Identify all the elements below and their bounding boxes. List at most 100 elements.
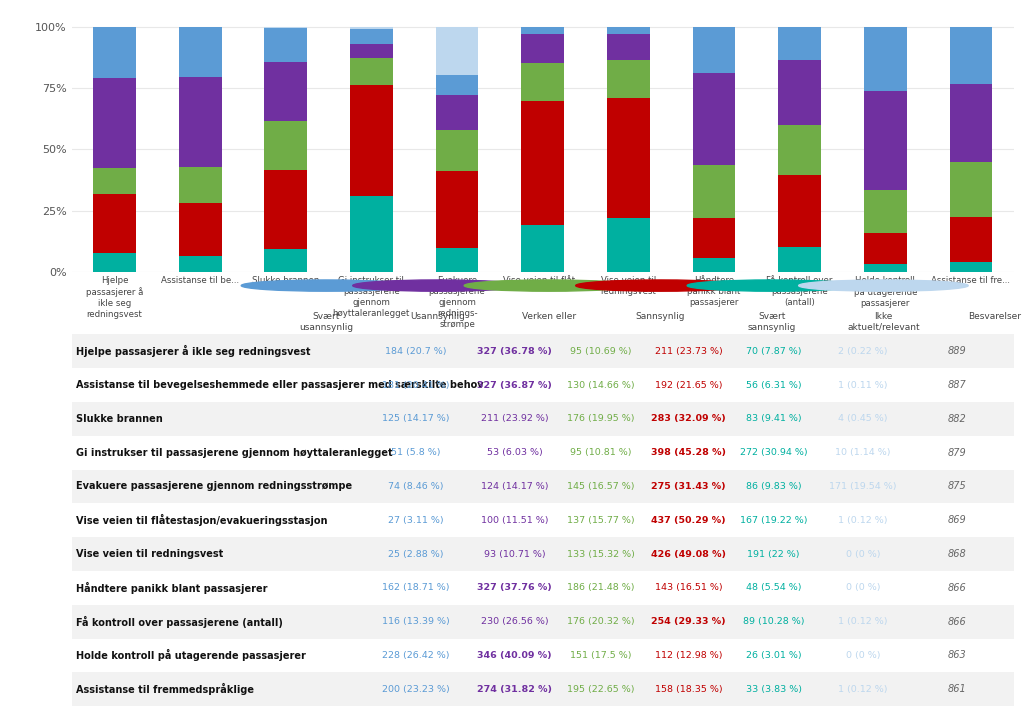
Text: 1 (0.12 %): 1 (0.12 %) [839,685,888,694]
Text: 56 (6.31 %): 56 (6.31 %) [745,381,802,390]
Text: Evakuere passasjerene gjennom redningsstrømpe: Evakuere passasjerene gjennom redningsst… [77,481,352,492]
Bar [521,101,564,224]
Text: 346 (40.09 %): 346 (40.09 %) [477,651,552,660]
Bar [521,224,564,272]
Text: 74 (8.46 %): 74 (8.46 %) [388,482,443,491]
Text: Assistanse til fremmedspråklige: Assistanse til fremmedspråklige [77,683,254,695]
Bar [264,27,307,28]
FancyBboxPatch shape [72,470,1014,503]
Text: 192 (21.65 %): 192 (21.65 %) [655,381,723,390]
Bar [435,248,478,272]
Text: 151 (17.5 %): 151 (17.5 %) [570,651,632,660]
Bar [435,75,478,96]
Text: Vise veien til redningsvest: Vise veien til redningsvest [77,549,223,559]
Bar [350,85,393,196]
Bar [350,30,393,43]
Bar [264,62,307,121]
Bar [864,232,906,264]
Bar [521,35,564,63]
Text: 143 (16.51 %): 143 (16.51 %) [655,584,723,592]
Text: 100 (11.51 %): 100 (11.51 %) [480,515,548,525]
Text: 327 (36.87 %): 327 (36.87 %) [477,381,552,390]
Bar [607,60,650,98]
Text: 426 (49.08 %): 426 (49.08 %) [651,550,726,558]
Text: 272 (30.94 %): 272 (30.94 %) [739,448,807,457]
Text: 861: 861 [948,684,967,694]
Bar [264,28,307,62]
Text: Besvarelser: Besvarelser [969,313,1021,321]
Bar [778,60,821,125]
Text: 51 (5.8 %): 51 (5.8 %) [391,448,440,457]
Text: 145 (16.57 %): 145 (16.57 %) [567,482,635,491]
Text: 176 (19.95 %): 176 (19.95 %) [567,414,635,424]
Text: 89 (10.28 %): 89 (10.28 %) [742,617,804,626]
Text: Vise veien til flåtestasjon/evakueringsstasjon: Vise veien til flåtestasjon/evakueringss… [77,514,328,526]
Text: 882: 882 [948,414,967,424]
Bar [949,262,992,272]
Bar [864,27,906,91]
Text: 112 (12.98 %): 112 (12.98 %) [655,651,723,660]
Text: 181 (20.41 %): 181 (20.41 %) [382,381,450,390]
Text: Svært
sannsynlig: Svært sannsynlig [748,313,796,332]
Bar [778,125,821,174]
Text: 879: 879 [948,447,967,458]
Circle shape [575,280,745,291]
Text: 889: 889 [948,346,967,356]
Bar [607,34,650,60]
Bar [435,171,478,248]
Bar [864,264,906,272]
Text: 27 (3.11 %): 27 (3.11 %) [388,515,443,525]
Circle shape [242,280,411,291]
Text: Sannsynlig: Sannsynlig [636,313,685,321]
Bar [692,218,735,258]
Bar [778,174,821,247]
Text: 33 (3.83 %): 33 (3.83 %) [745,685,802,694]
Text: 2 (0.22 %): 2 (0.22 %) [839,347,888,355]
Text: 93 (10.71 %): 93 (10.71 %) [483,550,545,558]
Text: 0 (0 %): 0 (0 %) [846,550,881,558]
Bar [521,27,564,35]
Text: 86 (9.83 %): 86 (9.83 %) [745,482,802,491]
FancyBboxPatch shape [72,571,1014,605]
Bar [949,162,992,217]
Bar [179,77,221,167]
Text: 1 (0.11 %): 1 (0.11 %) [839,381,888,390]
Text: 866: 866 [948,583,967,593]
Text: 327 (37.76 %): 327 (37.76 %) [477,584,552,592]
Bar [350,43,393,59]
FancyBboxPatch shape [72,639,1014,673]
Bar [350,196,393,272]
Text: 437 (50.29 %): 437 (50.29 %) [651,515,726,525]
Text: 176 (20.32 %): 176 (20.32 %) [567,617,635,626]
FancyBboxPatch shape [72,334,1014,369]
Text: 95 (10.69 %): 95 (10.69 %) [570,347,632,355]
Bar [521,63,564,101]
Text: Håndtere panikk blant passasjerer: Håndtere panikk blant passasjerer [77,582,268,594]
Text: 274 (31.82 %): 274 (31.82 %) [477,685,552,694]
Circle shape [352,280,522,291]
Text: 1 (0.12 %): 1 (0.12 %) [839,515,888,525]
Text: 95 (10.81 %): 95 (10.81 %) [570,448,632,457]
Text: Slukke brannen: Slukke brannen [77,414,163,424]
Text: 171 (19.54 %): 171 (19.54 %) [829,482,897,491]
Text: Få kontroll over passasjerene (antall): Få kontroll over passasjerene (antall) [77,615,284,628]
Bar [264,170,307,249]
Text: 327 (36.78 %): 327 (36.78 %) [477,347,552,355]
Text: 200 (23.23 %): 200 (23.23 %) [382,685,450,694]
Bar [435,130,478,171]
Bar [93,78,136,168]
Text: Svært
usannsynlig: Svært usannsynlig [299,313,353,332]
FancyBboxPatch shape [72,436,1014,470]
Text: 4 (0.45 %): 4 (0.45 %) [839,414,888,424]
Bar [435,27,478,75]
Circle shape [687,280,857,291]
Text: 10 (1.14 %): 10 (1.14 %) [836,448,891,457]
Text: Ikke
aktuelt/relevant: Ikke aktuelt/relevant [847,313,920,332]
FancyBboxPatch shape [72,369,1014,402]
Text: 1 (0.12 %): 1 (0.12 %) [839,617,888,626]
Bar [179,27,221,77]
Bar [692,72,735,165]
Text: 0 (0 %): 0 (0 %) [846,651,881,660]
Bar [607,98,650,218]
Text: 0 (0 %): 0 (0 %) [846,584,881,592]
